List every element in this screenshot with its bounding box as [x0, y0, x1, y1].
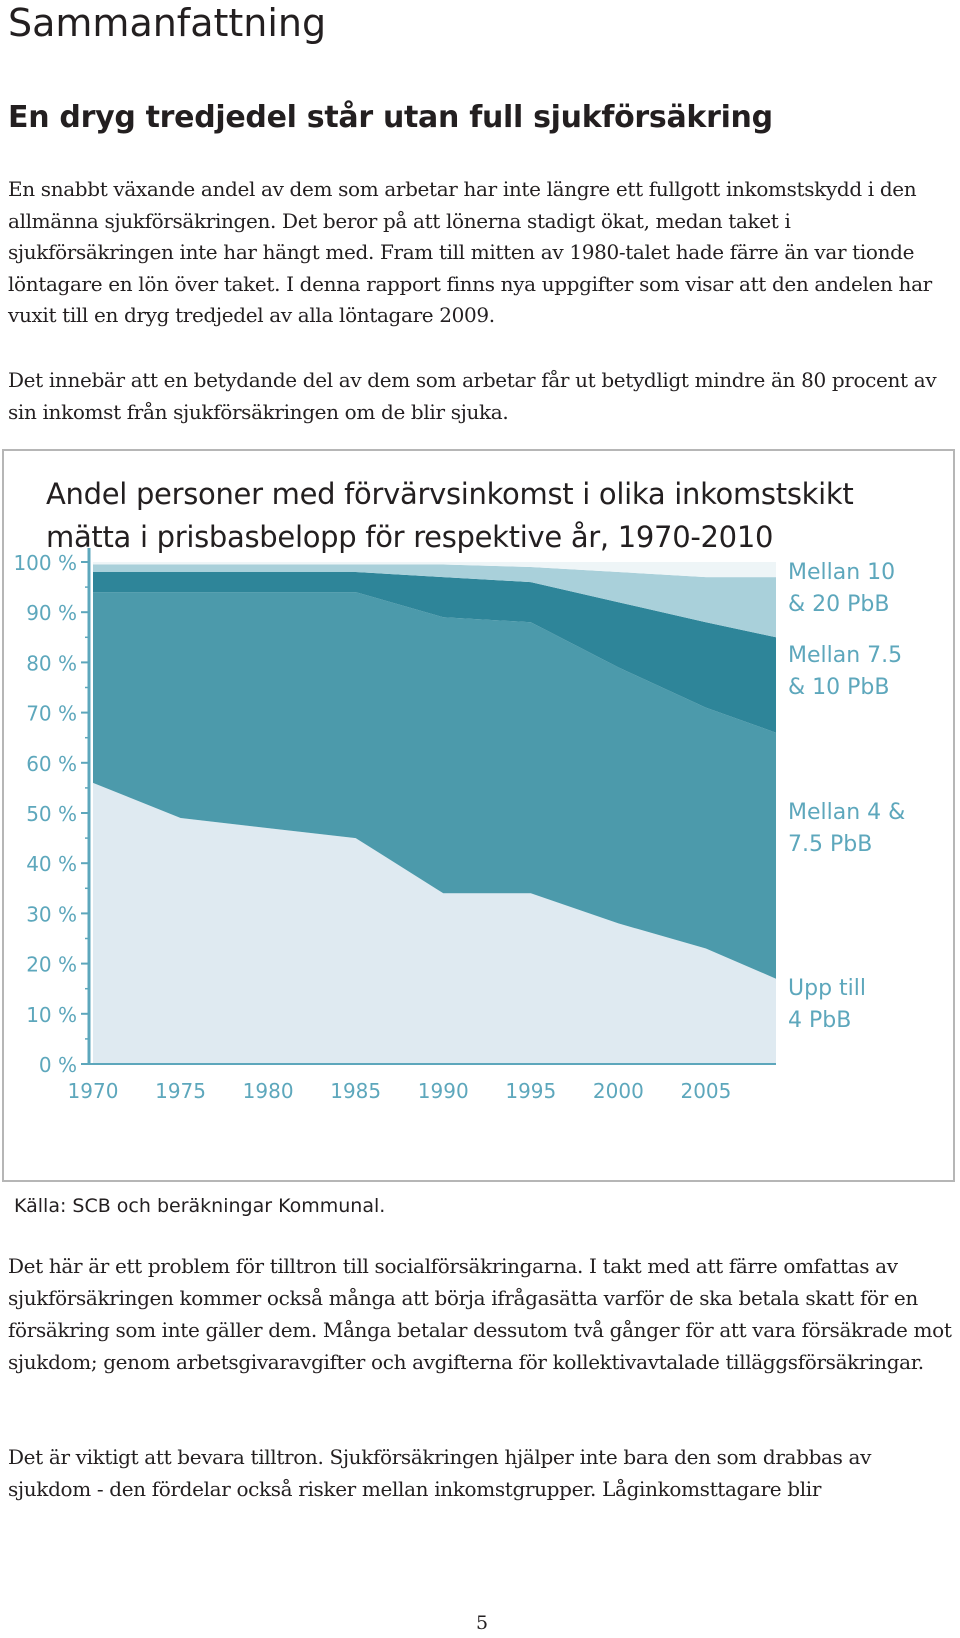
y-tick-label: 40 %: [26, 852, 77, 876]
problem-paragraph: Det här är ett problem för tilltron till…: [8, 1254, 952, 1374]
chart-source: Källa: SCB och beräkningar Kommunal.: [14, 1195, 386, 1217]
series-label-mellan-7-5-10-pbb: & 10 PbB: [788, 675, 889, 700]
x-tick-label: 1985: [330, 1079, 381, 1103]
series-label-mellan-10-20-pbb: Mellan 10: [788, 560, 895, 585]
series-label-upp-till-4-pbb: 4 PbB: [788, 1008, 851, 1033]
area-mellan-4-7-5-pbb: [93, 592, 776, 979]
area-upp-till-4-pbb: [93, 782, 776, 1064]
series-label-mellan-10-20-pbb: & 20 PbB: [788, 592, 889, 617]
section-heading: En dryg tredjedel står utan full sjukför…: [8, 100, 773, 135]
y-tick-label: 50 %: [26, 802, 77, 826]
series-label-mellan-4-7-5-pbb: Mellan 4 &: [788, 800, 905, 825]
y-tick-label: 70 %: [26, 702, 77, 726]
x-tick-label: 2005: [680, 1079, 731, 1103]
chart-title: Andel personer med förvärvsinkomst i oli…: [46, 473, 926, 559]
y-tick-label: 10 %: [26, 1003, 77, 1027]
series-label-upp-till-4-pbb: Upp till: [788, 976, 866, 1001]
y-tick-label: 80 %: [26, 651, 77, 675]
x-tick-label: 1970: [68, 1079, 119, 1103]
chart-figure: Andel personer med förvärvsinkomst i oli…: [2, 449, 955, 1182]
y-tick-label: 20 %: [26, 953, 77, 977]
y-tick-label: 0 %: [39, 1053, 77, 1077]
x-tick-label: 1995: [505, 1079, 556, 1103]
x-tick-label: 1975: [155, 1079, 206, 1103]
y-tick-label: 30 %: [26, 902, 77, 926]
series-label-mellan-7-5-10-pbb: Mellan 7.5: [788, 643, 902, 668]
y-tick-label: 100 %: [13, 551, 77, 575]
area-mellan-7-5-10-pbb: [93, 572, 776, 733]
intro-paragraph: En snabbt växande andel av dem som arbet…: [8, 177, 932, 327]
stacked-area-chart: 0 % 10 % 20 % 30 % 40 % 50 % 60 % 70 % 80 % 90 % 1…: [13, 548, 905, 1103]
chart-title-line-1: Andel personer med förvärvsinkomst i oli…: [46, 477, 854, 511]
x-tick-label: 2000: [593, 1079, 644, 1103]
page-number: 5: [476, 1612, 489, 1634]
x-tick-label: 1990: [418, 1079, 469, 1103]
page-heading: Sammanfattning: [8, 1, 327, 45]
area-remainder: [93, 562, 776, 578]
y-tick-label: 60 %: [26, 752, 77, 776]
x-tick-label: 1980: [243, 1079, 294, 1103]
implication-paragraph: Det innebär att en betydande del av dem …: [8, 368, 937, 424]
series-label-mellan-4-7-5-pbb: 7.5 PbB: [788, 832, 872, 857]
chart-title-line-2: mätta i prisbasbelopp för respektive år,…: [46, 520, 774, 554]
area-mellan-10-20-pbb: [93, 564, 776, 638]
trust-paragraph: Det är viktigt att bevara tilltron. Sjuk…: [8, 1445, 872, 1501]
y-tick-label: 90 %: [26, 601, 77, 625]
